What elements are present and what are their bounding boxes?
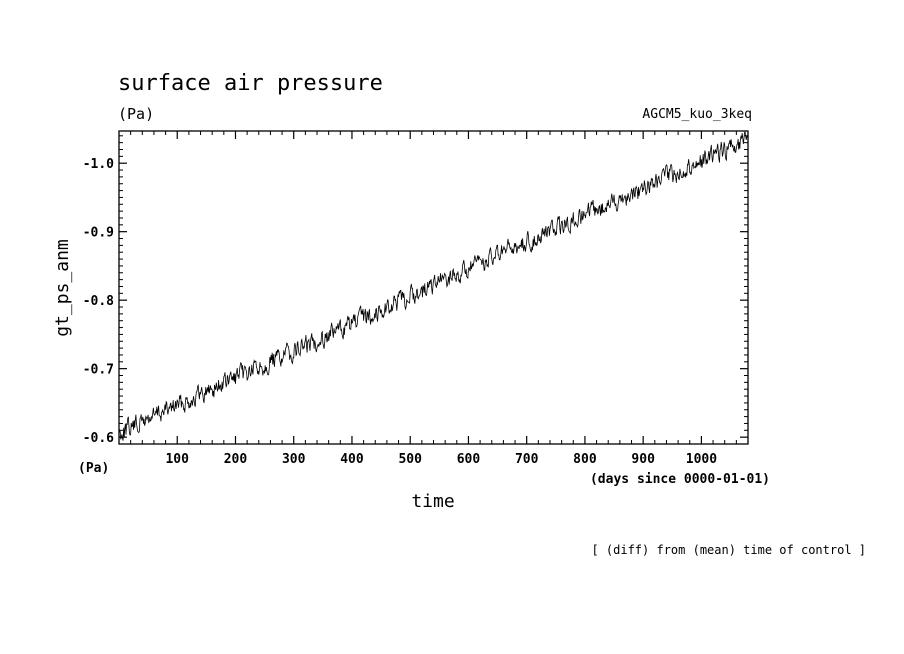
model-name: AGCM5_kuo_3keq: [642, 107, 752, 122]
y-axis-ticks: -0.6 -0.7 -0.8 -0.9 -1.0: [83, 157, 748, 446]
x-tick-label: 600: [457, 452, 481, 467]
y-tick-label: -1.0: [83, 157, 114, 172]
chart-title: surface air pressure: [118, 71, 383, 96]
plot-area: 100 200 300 400 500 600 700 800 900 1000 -0.6 -0.7…: [83, 130, 749, 467]
chart-units: (Pa): [118, 105, 154, 123]
x-tick-label: 500: [398, 452, 422, 467]
x-unit-label: (Pa): [78, 461, 109, 476]
x-tick-label: 300: [282, 452, 306, 467]
x-tick-label: 800: [573, 452, 597, 467]
x-axis-label: time: [411, 491, 454, 512]
y-tick-label: -0.6: [83, 431, 114, 446]
x-tick-label: 200: [224, 452, 248, 467]
footnote: [ (diff) from (mean) time of control ]: [591, 543, 866, 557]
x-tick-label: 700: [515, 452, 539, 467]
x-time-units: (days since 0000-01-01): [590, 472, 770, 487]
y-tick-label: -0.8: [83, 294, 114, 309]
x-tick-label: 400: [340, 452, 364, 467]
plot-frame: [118, 130, 749, 445]
x-axis-ticks: 100 200 300 400 500 600 700 800 900 1000: [165, 131, 717, 467]
minor-ticks: [119, 131, 748, 445]
y-axis-label: gt_ps_anm: [52, 239, 73, 337]
x-tick-label: 1000: [686, 452, 717, 467]
x-tick-label: 100: [165, 452, 189, 467]
y-tick-label: -0.7: [83, 363, 114, 378]
series-line: [118, 131, 749, 441]
x-tick-label: 900: [631, 452, 655, 467]
y-tick-label: -0.9: [83, 226, 114, 241]
